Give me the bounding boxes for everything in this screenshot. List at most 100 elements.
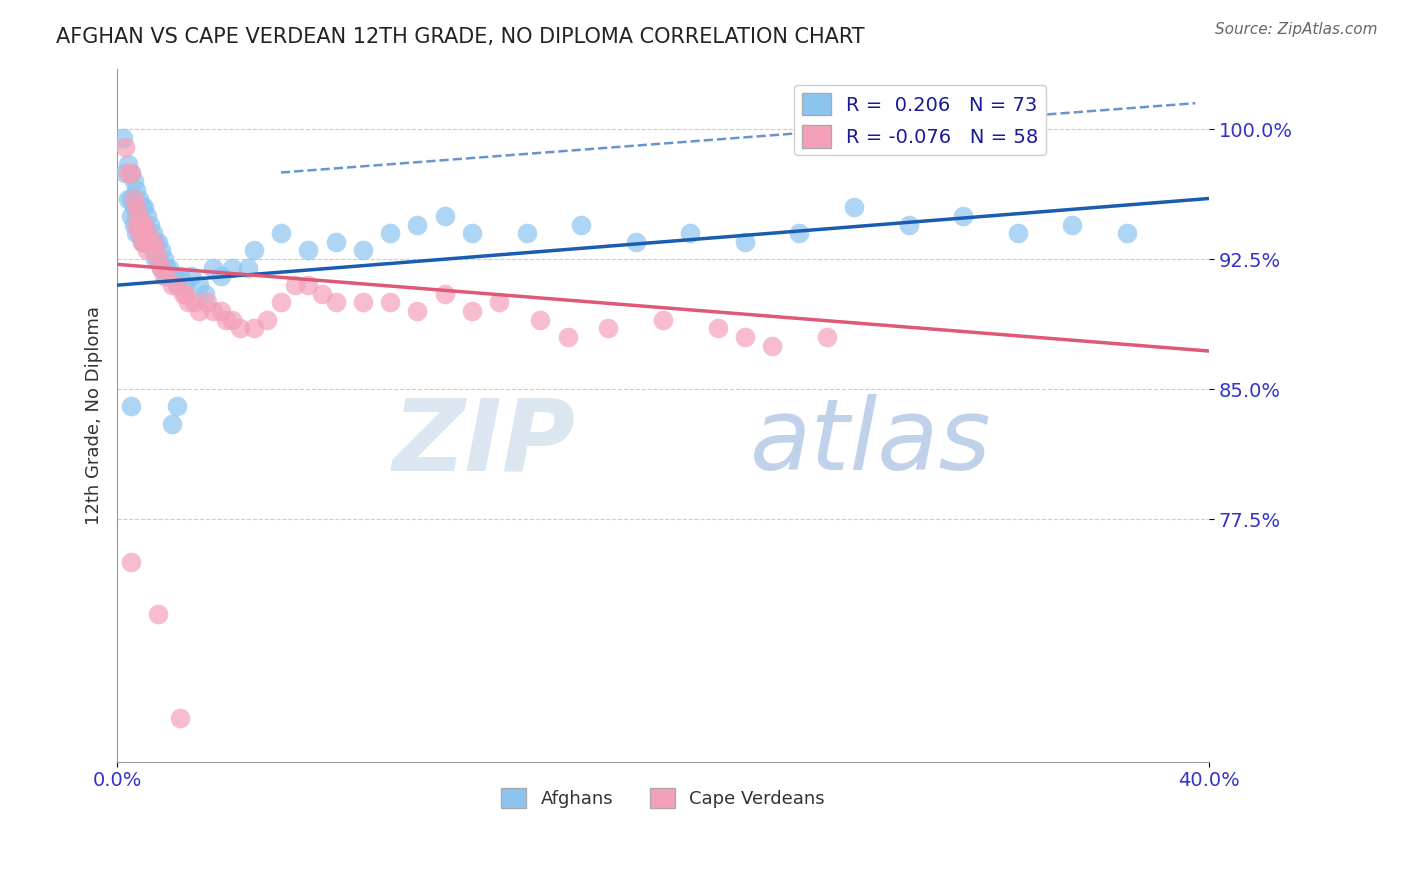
- Point: [120, 400, 142, 414]
- Point: [155, 269, 177, 284]
- Point: [134, 200, 156, 214]
- Point: [128, 226, 150, 240]
- Point: [166, 278, 188, 293]
- Point: [256, 313, 278, 327]
- Point: [352, 295, 374, 310]
- Point: [311, 286, 333, 301]
- Point: [270, 226, 292, 240]
- Point: [122, 192, 145, 206]
- Point: [284, 278, 307, 293]
- Point: [679, 226, 702, 240]
- Point: [488, 295, 510, 310]
- Point: [152, 252, 174, 267]
- Point: [270, 295, 292, 310]
- Point: [160, 417, 183, 431]
- Point: [166, 400, 188, 414]
- Point: [146, 607, 169, 622]
- Point: [117, 157, 139, 171]
- Point: [433, 286, 456, 301]
- Point: [134, 235, 156, 249]
- Point: [131, 235, 153, 249]
- Point: [142, 235, 165, 249]
- Point: [706, 321, 728, 335]
- Point: [174, 278, 197, 293]
- Point: [157, 260, 180, 275]
- Y-axis label: 12th Grade, No Diploma: 12th Grade, No Diploma: [86, 306, 103, 524]
- Point: [238, 260, 260, 275]
- Point: [201, 260, 224, 275]
- Point: [242, 244, 264, 258]
- Point: [557, 330, 579, 344]
- Point: [120, 209, 142, 223]
- Point: [406, 304, 429, 318]
- Point: [201, 304, 224, 318]
- Point: [149, 244, 172, 258]
- Point: [569, 218, 592, 232]
- Point: [598, 321, 620, 335]
- Point: [125, 200, 148, 214]
- Point: [139, 218, 162, 232]
- Point: [163, 269, 186, 284]
- Point: [789, 226, 811, 240]
- Text: atlas: atlas: [751, 394, 993, 491]
- Point: [378, 226, 401, 240]
- Point: [120, 192, 142, 206]
- Point: [461, 226, 484, 240]
- Point: [131, 218, 153, 232]
- Point: [169, 269, 191, 284]
- Point: [131, 200, 153, 214]
- Point: [145, 235, 167, 249]
- Point: [221, 313, 243, 327]
- Point: [221, 260, 243, 275]
- Point: [117, 165, 139, 179]
- Point: [134, 218, 156, 232]
- Point: [146, 252, 169, 267]
- Point: [145, 252, 167, 267]
- Point: [125, 183, 148, 197]
- Point: [169, 711, 191, 725]
- Point: [325, 235, 347, 249]
- Legend: Afghans, Cape Verdeans: Afghans, Cape Verdeans: [494, 780, 832, 815]
- Point: [114, 165, 136, 179]
- Point: [136, 226, 159, 240]
- Point: [142, 226, 165, 240]
- Point: [128, 209, 150, 223]
- Point: [122, 218, 145, 232]
- Point: [155, 260, 177, 275]
- Point: [177, 295, 200, 310]
- Point: [139, 235, 162, 249]
- Point: [242, 321, 264, 335]
- Point: [114, 139, 136, 153]
- Point: [352, 244, 374, 258]
- Point: [146, 252, 169, 267]
- Point: [120, 165, 142, 179]
- Point: [122, 174, 145, 188]
- Point: [160, 278, 183, 293]
- Point: [120, 556, 142, 570]
- Point: [815, 330, 838, 344]
- Point: [624, 235, 647, 249]
- Point: [131, 218, 153, 232]
- Point: [172, 286, 194, 301]
- Point: [297, 278, 319, 293]
- Point: [229, 321, 252, 335]
- Point: [209, 304, 232, 318]
- Point: [174, 286, 197, 301]
- Point: [734, 330, 756, 344]
- Point: [1007, 226, 1029, 240]
- Point: [117, 192, 139, 206]
- Point: [734, 235, 756, 249]
- Point: [183, 295, 205, 310]
- Point: [134, 218, 156, 232]
- Point: [952, 209, 974, 223]
- Point: [134, 235, 156, 249]
- Point: [142, 244, 165, 258]
- Point: [122, 200, 145, 214]
- Point: [111, 131, 134, 145]
- Point: [125, 209, 148, 223]
- Point: [146, 235, 169, 249]
- Point: [128, 226, 150, 240]
- Point: [136, 209, 159, 223]
- Point: [131, 235, 153, 249]
- Point: [209, 269, 232, 284]
